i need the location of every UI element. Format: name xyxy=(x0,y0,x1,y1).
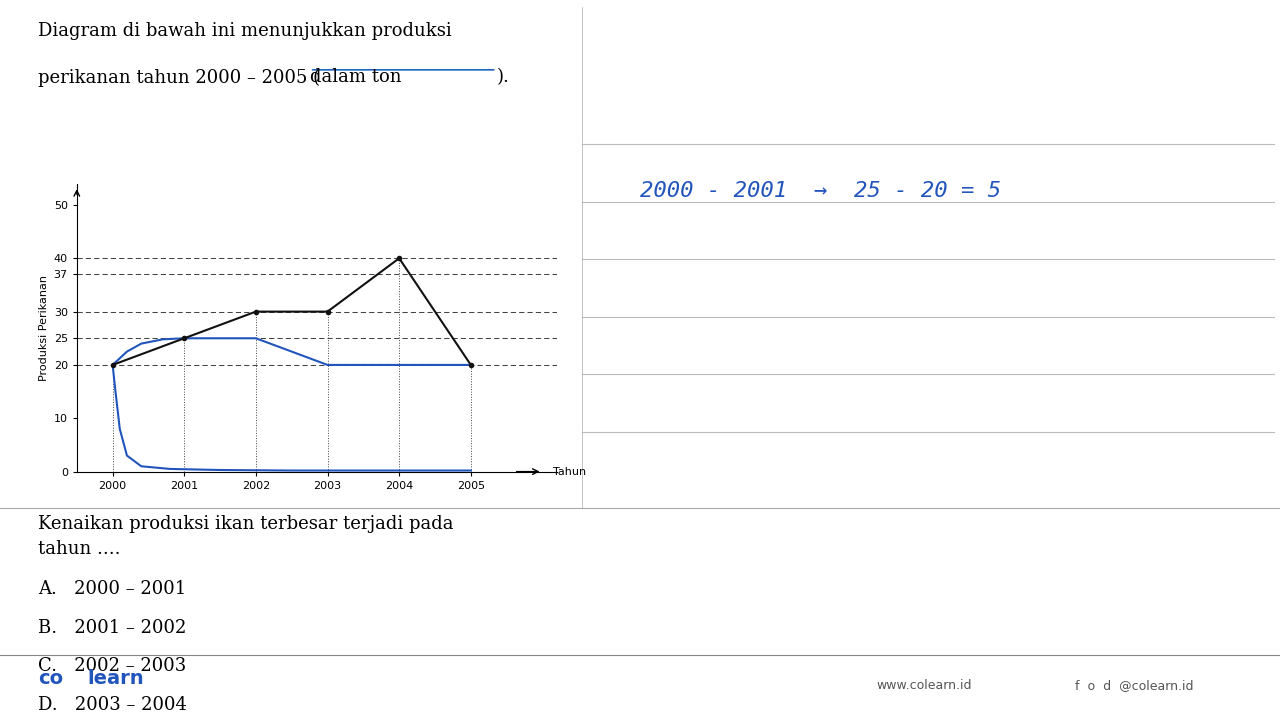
Text: ).: ). xyxy=(497,68,509,86)
Text: learn: learn xyxy=(87,669,143,688)
Text: Diagram di bawah ini menunjukkan produksi: Diagram di bawah ini menunjukkan produks… xyxy=(38,22,452,40)
Text: co: co xyxy=(38,669,64,688)
Text: dalam ton: dalam ton xyxy=(310,68,401,86)
Text: f  o  d  @colearn.id: f o d @colearn.id xyxy=(1075,679,1194,692)
Text: perikanan tahun 2000 – 2005 (: perikanan tahun 2000 – 2005 ( xyxy=(38,68,320,86)
Y-axis label: Produksi Perikanan: Produksi Perikanan xyxy=(40,274,50,381)
Text: Kenaikan produksi ikan terbesar terjadi pada
tahun ....: Kenaikan produksi ikan terbesar terjadi … xyxy=(38,515,454,558)
Text: www.colearn.id: www.colearn.id xyxy=(877,679,973,692)
Text: B.   2001 – 2002: B. 2001 – 2002 xyxy=(38,619,187,637)
Text: A.   2000 – 2001: A. 2000 – 2001 xyxy=(38,580,187,598)
Text: 2000 - 2001  →  25 - 20 = 5: 2000 - 2001 → 25 - 20 = 5 xyxy=(640,181,1001,201)
Text: D.   2003 – 2004: D. 2003 – 2004 xyxy=(38,696,187,714)
Text: Tahun: Tahun xyxy=(553,467,586,477)
Text: C.   2002 – 2003: C. 2002 – 2003 xyxy=(38,657,187,675)
